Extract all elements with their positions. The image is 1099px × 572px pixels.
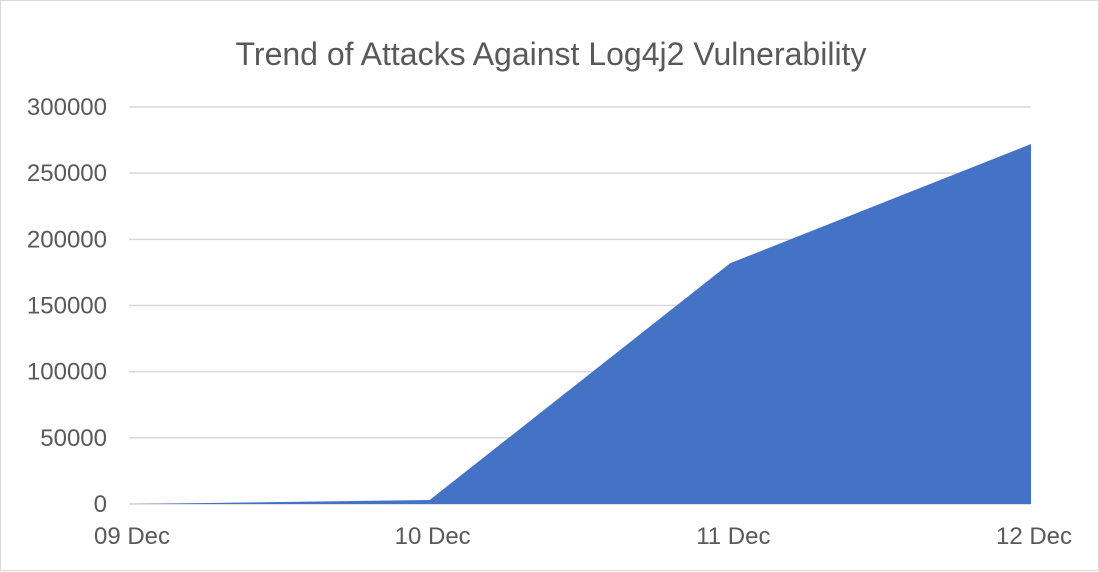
- y-tick-label: 250000: [27, 160, 107, 187]
- y-tick-label: 0: [94, 491, 107, 518]
- y-tick-label: 300000: [27, 94, 107, 121]
- x-tick-label: 09 Dec: [94, 523, 170, 550]
- series-area: [129, 144, 1031, 504]
- gridlines: [129, 106, 1031, 505]
- y-tick-label: 200000: [27, 226, 107, 253]
- x-tick-label: 11 Dec: [696, 523, 770, 550]
- series-area-fill: [129, 144, 1031, 504]
- y-tick-label: 150000: [27, 293, 107, 320]
- x-tick-label: 10 Dec: [395, 523, 471, 550]
- y-axis-ticks: 0 50000 100000 150000 200000 250000 300000: [27, 94, 107, 518]
- x-axis-ticks: 09 Dec 10 Dec 11 Dec 12 Dec: [94, 523, 1072, 550]
- x-tick-label: 12 Dec: [996, 523, 1072, 550]
- y-tick-label: 100000: [27, 359, 107, 386]
- chart-title: Trend of Attacks Against Log4j2 Vulnerab…: [236, 36, 867, 72]
- y-tick-label: 50000: [40, 425, 107, 452]
